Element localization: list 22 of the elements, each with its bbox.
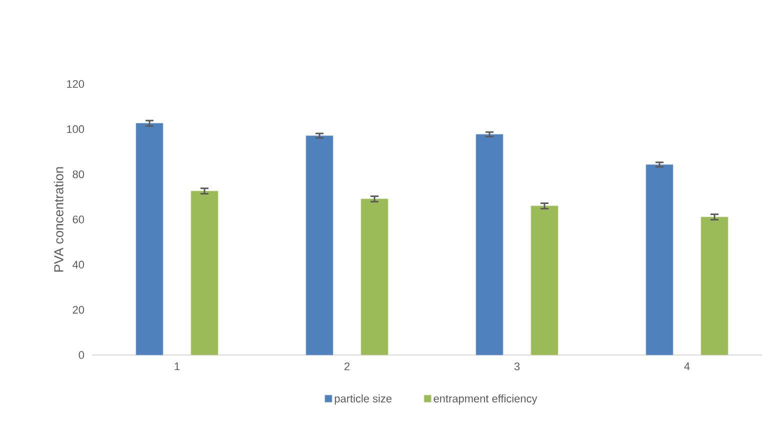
bar [136,123,164,356]
bar [476,134,504,356]
y-tick-label: 120 [67,80,84,88]
y-tick-label: 40 [72,260,84,269]
y-tick-label: 80 [72,170,84,178]
y-tick-label: 0 [78,351,84,359]
legend-label: entrapment efficiency [434,394,538,405]
bar [646,164,674,356]
y-tick-label: 60 [72,216,84,224]
y-axis-title: PVA concentration [54,167,64,272]
x-tick-label: 2 [344,362,350,370]
bar [700,216,728,356]
y-tick-label: 100 [67,125,84,134]
bar [190,190,218,356]
legend-label: particle size [334,394,392,405]
x-tick-label: 4 [684,362,690,370]
bar [360,198,388,356]
bar [530,206,558,356]
bar [306,136,334,356]
y-tick-label: 20 [72,306,84,314]
x-tick-label: 3 [514,362,520,370]
x-tick-label: 1 [174,362,180,370]
